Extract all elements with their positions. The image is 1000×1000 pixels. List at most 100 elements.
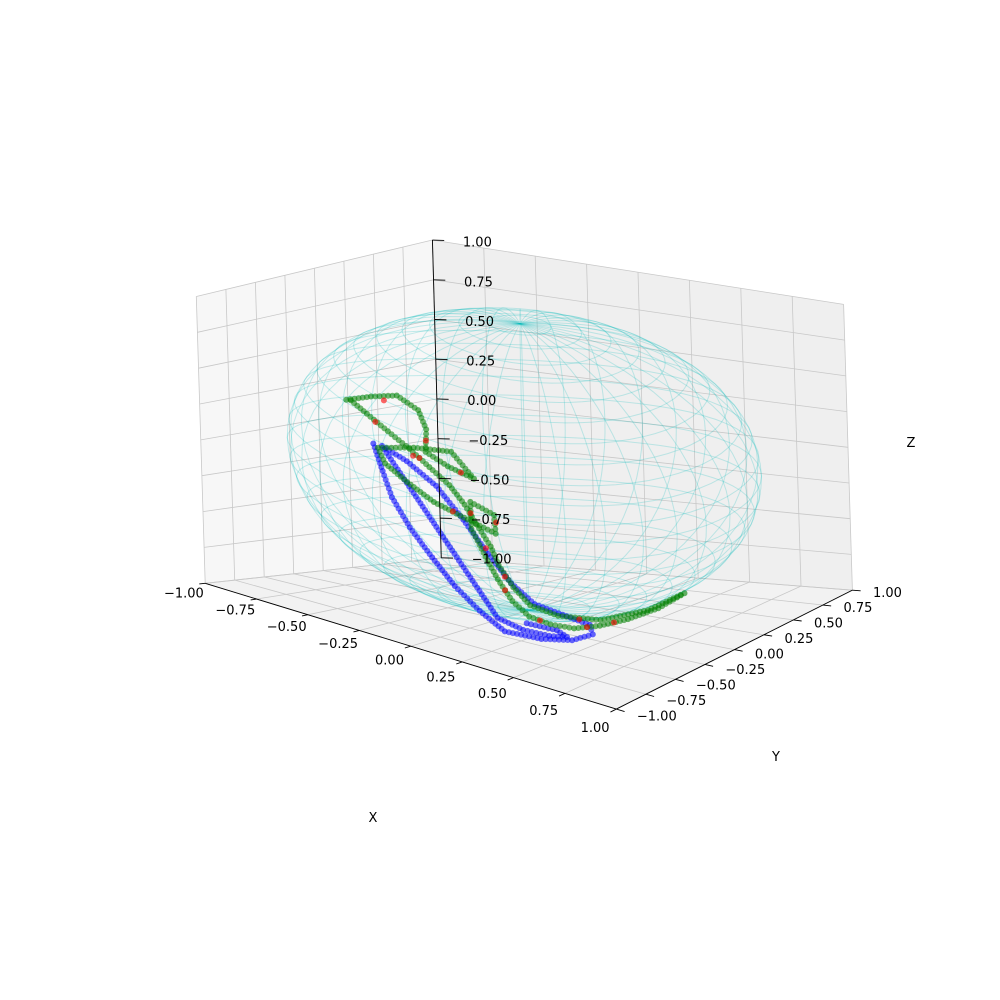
- x-tick: [353, 630, 360, 633]
- z-tick-label: −0.25: [468, 434, 508, 449]
- trajectory-dot: [557, 623, 563, 629]
- data-point: [611, 619, 617, 626]
- sphere-meridian-line: [519, 323, 607, 623]
- data-point: [449, 508, 456, 515]
- sphere-wireframe: [286, 307, 763, 623]
- x-tick-label: 1.00: [581, 721, 610, 736]
- sphere-meridian-line: [286, 321, 529, 611]
- x-tick-label: 0.00: [375, 654, 404, 669]
- data-point: [423, 426, 430, 433]
- sphere-latitude-line: [353, 319, 690, 424]
- sphere-meridian-line: [342, 323, 529, 612]
- sphere-meridian-line: [371, 323, 529, 614]
- y-tick-label: −1.00: [637, 709, 677, 724]
- x-axis-label: X: [369, 811, 378, 826]
- sphere-latitude-line: [458, 309, 583, 350]
- trajectory-dot: [550, 633, 557, 640]
- z-tick-label: −1.00: [472, 553, 512, 568]
- y-gridline: [225, 289, 647, 695]
- x-tick: [250, 598, 257, 601]
- x-tick: [610, 708, 617, 713]
- x-tick: [507, 677, 514, 681]
- trajectory-dot: [559, 613, 566, 620]
- z-tick-label: 0.25: [466, 355, 495, 370]
- y-tick-label: 0.25: [785, 632, 814, 647]
- sphere-meridian-line: [300, 315, 529, 611]
- data-point: [416, 455, 423, 461]
- y-tick-label: 1.00: [873, 586, 902, 601]
- y-tick: [793, 619, 802, 622]
- trajectory-dot: [392, 444, 399, 451]
- series-1: [343, 392, 688, 632]
- y-tick: [852, 589, 861, 592]
- data-point: [467, 510, 474, 517]
- sphere-meridian-line: [519, 323, 748, 614]
- sphere-meridian-line: [519, 308, 530, 611]
- y-gridline: [255, 282, 676, 680]
- sphere-meridian-line: [318, 323, 529, 612]
- x-tick: [301, 614, 309, 617]
- y-tick-label: 0.00: [755, 648, 784, 663]
- trajectory-dot: [552, 622, 559, 629]
- y-gridline: [373, 254, 794, 621]
- data-point: [547, 621, 554, 628]
- z-tick-label: 0.00: [467, 394, 496, 409]
- trajectory-dot: [579, 624, 586, 631]
- sphere-meridian-line: [290, 318, 529, 611]
- data-point: [538, 636, 545, 642]
- x-tick-label: 0.50: [478, 687, 507, 702]
- data-point: [482, 545, 489, 552]
- trajectory-dot: [492, 526, 499, 532]
- sphere-latitude-line: [316, 342, 729, 466]
- data-point: [422, 437, 429, 444]
- data-point: [597, 617, 604, 623]
- sphere-meridian-line: [519, 314, 643, 611]
- data-point: [367, 393, 374, 400]
- trajectory-dot: [423, 430, 430, 437]
- data-point: [467, 498, 474, 505]
- x-tick-label: −0.75: [215, 603, 255, 618]
- y-tick-label: 0.75: [844, 601, 873, 616]
- sphere-meridian-line: [519, 323, 759, 613]
- data-point: [501, 573, 508, 580]
- trajectory-dot: [592, 623, 599, 630]
- z-axis-line: [431, 240, 442, 558]
- trajectory-dot: [372, 393, 379, 400]
- z-gridline: [196, 239, 844, 305]
- sphere-meridian-line: [519, 323, 763, 612]
- sphere-latitude-line: [293, 375, 753, 507]
- y-tick-label: 0.50: [814, 617, 843, 632]
- y-gridline: [314, 268, 735, 650]
- sphere-meridian-line: [519, 323, 530, 623]
- sphere-meridian-line: [519, 323, 759, 611]
- data-point: [571, 625, 578, 632]
- sphere-latitude-line: [429, 307, 612, 366]
- trajectory-dot: [385, 392, 392, 399]
- trajectory-dot: [584, 615, 591, 622]
- z-tick-label: 0.75: [464, 275, 493, 290]
- data-point: [492, 530, 499, 537]
- y-tick: [822, 604, 832, 607]
- sphere-meridian-line: [481, 307, 530, 611]
- sphere-meridian-line: [442, 307, 530, 611]
- y-tick-label: −0.50: [696, 679, 736, 694]
- sphere-latitude-line: [289, 433, 761, 561]
- sphere-meridian-line: [318, 313, 529, 611]
- z-tick-label: −0.75: [471, 513, 511, 528]
- series-2: [372, 397, 617, 631]
- sphere-meridian-line: [519, 323, 567, 623]
- axes: −1.00−1.00−1.00−0.75−0.75−0.75−0.50−0.50…: [164, 236, 902, 736]
- data-point: [576, 616, 583, 623]
- data-series: [343, 392, 688, 644]
- y-tick: [704, 664, 714, 667]
- trajectory-dot: [380, 393, 387, 399]
- y-tick: [616, 708, 625, 713]
- y-tick: [763, 634, 773, 637]
- sphere-meridian-line: [519, 317, 677, 611]
- sphere-meridian-line: [405, 323, 529, 616]
- trajectory-dot: [388, 444, 395, 451]
- trajectory-dot: [376, 393, 383, 400]
- y-tick-label: −0.75: [666, 694, 706, 709]
- trajectory-dot: [383, 444, 390, 451]
- data-point: [410, 452, 417, 459]
